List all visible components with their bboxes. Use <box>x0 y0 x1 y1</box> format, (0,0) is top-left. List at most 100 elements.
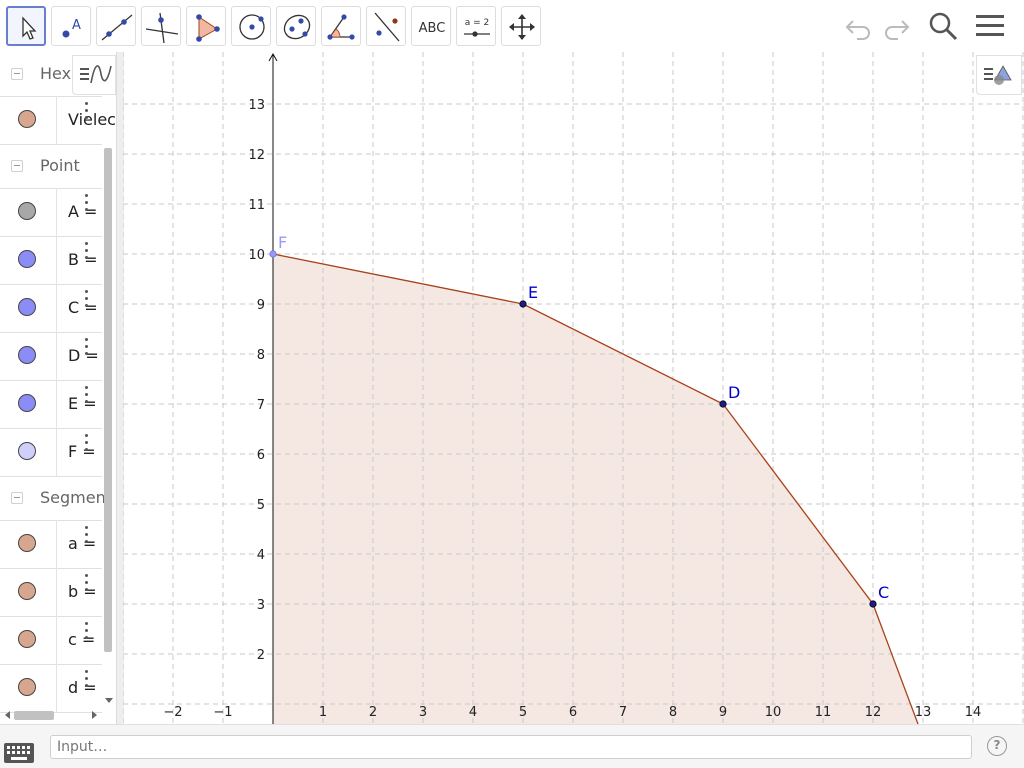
reflect-tool[interactable] <box>366 6 406 46</box>
more-vertical-icon[interactable] <box>84 194 90 214</box>
algebra-item[interactable]: d = <box>0 664 102 713</box>
scroll-left-arrow-icon[interactable] <box>2 708 14 722</box>
collapse-icon[interactable] <box>11 160 23 172</box>
collapse-icon[interactable] <box>11 492 23 504</box>
scroll-right-arrow-icon[interactable] <box>88 708 100 722</box>
point-icon: A <box>62 18 81 38</box>
algebra-item[interactable]: F = <box>0 428 102 477</box>
y-tick-label: 3 <box>257 598 265 613</box>
slider-tool[interactable]: a = 2 <box>456 6 496 46</box>
visibility-toggle[interactable] <box>18 110 36 128</box>
more-vertical-icon[interactable] <box>84 622 90 642</box>
object-definition[interactable]: b = <box>68 582 97 601</box>
more-vertical-icon[interactable] <box>84 526 90 546</box>
algebra-item[interactable]: C = <box>0 284 102 333</box>
keyboard-icon[interactable] <box>4 743 34 765</box>
angle-tool[interactable] <box>321 6 361 46</box>
main-menu-button[interactable] <box>972 8 1008 44</box>
x-tick-label: 9 <box>719 705 727 720</box>
object-definition[interactable]: d = <box>68 678 97 697</box>
algebra-item[interactable]: B = <box>0 236 102 285</box>
x-tick-label: 3 <box>419 705 427 720</box>
algebra-item[interactable]: b = <box>0 568 102 617</box>
more-vertical-icon[interactable] <box>84 242 90 262</box>
move-arrows-icon <box>509 14 535 40</box>
toolbar: A ABC a = 2 <box>0 0 1024 52</box>
style-bar-icon <box>984 65 1012 85</box>
row-separator <box>56 332 57 380</box>
algebra-group-header[interactable]: Segment <box>0 476 112 521</box>
object-definition[interactable]: Vieleck <box>68 110 116 129</box>
algebra-item[interactable]: a = <box>0 520 102 569</box>
y-tick-label: 12 <box>248 148 265 163</box>
ellipse-tool[interactable] <box>276 6 316 46</box>
graphics-view[interactable]: −2 −1 1 2 3 4 5 6 7 8 9 10 11 12 13 14 2 3 4 5 6 7 8 9 10 11 12 13 F… <box>122 52 1024 725</box>
point-tool[interactable]: A <box>51 6 91 46</box>
more-vertical-icon[interactable] <box>84 338 90 358</box>
object-definition[interactable]: A = <box>68 202 98 221</box>
input-field[interactable] <box>50 735 972 759</box>
y-tick-label: 5 <box>257 498 265 513</box>
algebra-view-toggle-button[interactable] <box>72 55 116 95</box>
visibility-toggle[interactable] <box>18 534 36 552</box>
point-c[interactable] <box>869 600 877 608</box>
more-vertical-icon[interactable] <box>84 386 90 406</box>
visibility-toggle[interactable] <box>18 442 36 460</box>
algebra-item[interactable]: Vieleck <box>0 96 116 145</box>
visibility-toggle[interactable] <box>18 630 36 648</box>
row-separator <box>56 284 57 332</box>
more-vertical-icon[interactable] <box>84 574 90 594</box>
redo-button[interactable] <box>878 8 914 44</box>
search-button[interactable] <box>925 8 961 44</box>
move-graphics-tool[interactable] <box>501 6 541 46</box>
scroll-down-arrow-icon[interactable] <box>102 694 116 708</box>
line-tool[interactable] <box>96 6 136 46</box>
point-f[interactable] <box>269 250 277 258</box>
object-definition[interactable]: a = <box>68 534 97 553</box>
object-definition[interactable]: D = <box>68 346 99 365</box>
algebra-item[interactable]: A = <box>0 188 102 237</box>
algebra-vertical-scrollbar[interactable] <box>104 148 112 652</box>
object-definition[interactable]: F = <box>68 442 96 461</box>
object-definition[interactable]: C = <box>68 298 98 317</box>
graphics-canvas[interactable]: −2 −1 1 2 3 4 5 6 7 8 9 10 11 12 13 142345678910111213F… <box>122 52 1024 725</box>
visibility-toggle[interactable] <box>18 394 36 412</box>
graphics-style-bar-button[interactable] <box>976 55 1022 95</box>
move-tool[interactable] <box>6 6 46 46</box>
visibility-toggle[interactable] <box>18 678 36 696</box>
circle-tool[interactable] <box>231 6 271 46</box>
text-tool[interactable]: ABC <box>411 6 451 46</box>
more-vertical-icon[interactable] <box>84 434 90 454</box>
visibility-toggle[interactable] <box>18 298 36 316</box>
undo-button[interactable] <box>841 8 877 44</box>
help-button[interactable]: ? <box>987 736 1007 756</box>
row-separator <box>56 380 57 428</box>
algebra-item[interactable]: c = <box>0 616 102 665</box>
point-d[interactable] <box>719 400 727 408</box>
collapse-icon[interactable] <box>11 68 23 80</box>
object-definition[interactable]: E = <box>68 394 97 413</box>
view-divider[interactable] <box>116 52 124 724</box>
visibility-toggle[interactable] <box>18 582 36 600</box>
perpendicular-line-tool[interactable] <box>141 6 181 46</box>
object-definition[interactable]: B = <box>68 250 98 269</box>
visibility-toggle[interactable] <box>18 202 36 220</box>
algebra-horizontal-scrollbar[interactable] <box>14 711 54 720</box>
more-vertical-icon[interactable] <box>84 102 90 122</box>
y-tick-label: 2 <box>257 648 265 663</box>
visibility-toggle[interactable] <box>18 346 36 364</box>
visibility-toggle[interactable] <box>18 250 36 268</box>
polygon-tool[interactable] <box>186 6 226 46</box>
object-definition[interactable]: c = <box>68 630 96 649</box>
more-vertical-icon[interactable] <box>84 290 90 310</box>
algebra-item[interactable]: D = <box>0 332 102 381</box>
hexagon-fill[interactable] <box>273 254 918 724</box>
point-e[interactable] <box>519 300 527 308</box>
y-tick-label: 9 <box>257 298 265 313</box>
more-vertical-icon[interactable] <box>84 670 90 690</box>
algebra-group-header[interactable]: Point <box>0 144 102 189</box>
perpendicular-line-icon <box>145 12 179 44</box>
row-separator <box>56 96 57 144</box>
algebra-item[interactable]: E = <box>0 380 102 429</box>
x-tick-label: 14 <box>965 705 982 720</box>
